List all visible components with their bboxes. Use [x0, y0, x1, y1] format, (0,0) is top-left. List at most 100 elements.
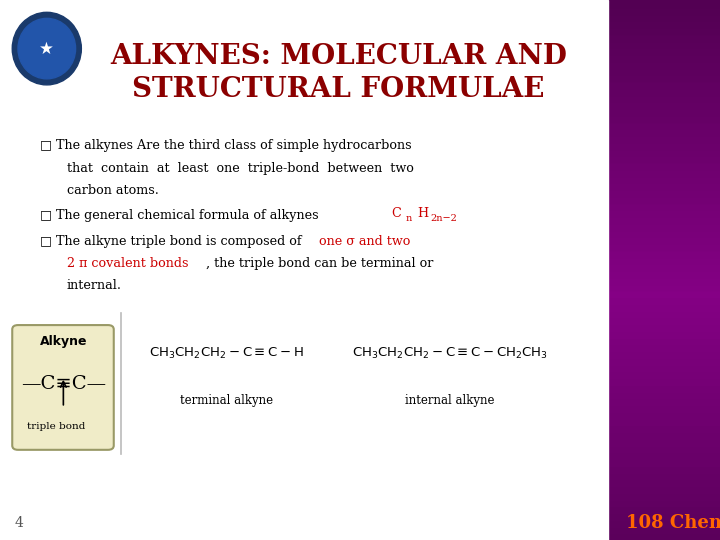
- Bar: [608, 176, 720, 183]
- Bar: [608, 94, 720, 102]
- Bar: [608, 480, 720, 486]
- FancyBboxPatch shape: [12, 325, 114, 450]
- Bar: [608, 0, 720, 6]
- Bar: [608, 141, 720, 149]
- Bar: [608, 148, 720, 156]
- Bar: [608, 195, 720, 202]
- Bar: [608, 372, 720, 378]
- Bar: [608, 351, 720, 357]
- Bar: [608, 526, 720, 534]
- Text: ★: ★: [40, 39, 54, 58]
- Text: carbon atoms.: carbon atoms.: [67, 184, 159, 197]
- Bar: [608, 297, 720, 303]
- Text: □ The general chemical formula of alkynes: □ The general chemical formula of alkyne…: [40, 210, 323, 222]
- Bar: [608, 230, 720, 237]
- Bar: [608, 399, 720, 405]
- Bar: [608, 74, 720, 81]
- Bar: [608, 202, 720, 209]
- Bar: [608, 500, 720, 507]
- Text: □ The alkynes Are the third class of simple hydrocarbons: □ The alkynes Are the third class of sim…: [40, 139, 411, 152]
- Bar: [608, 453, 720, 459]
- Bar: [608, 60, 720, 68]
- Bar: [608, 378, 720, 384]
- Bar: [608, 330, 720, 338]
- Bar: [608, 270, 720, 276]
- Bar: [608, 338, 720, 345]
- Bar: [608, 418, 720, 426]
- Bar: [608, 162, 720, 168]
- Bar: [608, 384, 720, 391]
- Circle shape: [12, 12, 81, 85]
- Bar: [608, 6, 720, 14]
- Bar: [608, 432, 720, 438]
- Bar: [608, 183, 720, 189]
- Bar: [608, 472, 720, 480]
- Bar: [608, 303, 720, 310]
- Bar: [608, 27, 720, 33]
- Bar: [608, 115, 720, 122]
- Bar: [608, 20, 720, 27]
- Bar: [608, 33, 720, 40]
- Circle shape: [18, 18, 76, 79]
- Bar: [608, 263, 720, 270]
- Bar: [0, 0, 608, 540]
- Bar: [608, 168, 720, 176]
- Bar: [608, 237, 720, 243]
- Bar: [608, 486, 720, 492]
- Text: STRUCTURAL FORMULAE: STRUCTURAL FORMULAE: [132, 76, 544, 103]
- Text: □ The alkyne triple bond is composed of: □ The alkyne triple bond is composed of: [40, 235, 305, 248]
- Bar: [608, 209, 720, 216]
- Text: triple bond: triple bond: [27, 422, 86, 431]
- Bar: [608, 47, 720, 54]
- Bar: [608, 513, 720, 519]
- Bar: [608, 345, 720, 351]
- Text: 2 π covalent bonds: 2 π covalent bonds: [67, 257, 189, 270]
- Bar: [608, 438, 720, 445]
- Bar: [608, 243, 720, 249]
- Bar: [608, 364, 720, 372]
- Text: $\mathregular{CH_3CH_2CH_2-C{\equiv}C-CH_2CH_3}$: $\mathregular{CH_3CH_2CH_2-C{\equiv}C-CH…: [352, 346, 548, 361]
- Bar: [608, 135, 720, 141]
- Text: ALKYNES: MOLECULAR AND: ALKYNES: MOLECULAR AND: [110, 43, 567, 70]
- Text: 108 Chem: 108 Chem: [626, 514, 720, 532]
- Bar: [608, 128, 720, 135]
- Bar: [608, 222, 720, 230]
- Text: n: n: [405, 214, 412, 222]
- Text: $\mathregular{CH_3CH_2CH_2-C{\equiv}C-H}$: $\mathregular{CH_3CH_2CH_2-C{\equiv}C-H}…: [150, 346, 304, 361]
- Text: —C≡C—: —C≡C—: [21, 375, 106, 394]
- Bar: [608, 318, 720, 324]
- Bar: [608, 465, 720, 472]
- Text: internal alkyne: internal alkyne: [405, 394, 495, 407]
- Bar: [608, 102, 720, 108]
- Bar: [608, 155, 720, 162]
- Text: 2n−2: 2n−2: [431, 214, 457, 222]
- Bar: [608, 108, 720, 115]
- Text: terminal alkyne: terminal alkyne: [180, 394, 274, 407]
- Bar: [608, 87, 720, 94]
- Bar: [608, 291, 720, 297]
- Bar: [608, 256, 720, 263]
- Bar: [608, 14, 720, 20]
- Bar: [608, 122, 720, 128]
- Bar: [608, 519, 720, 526]
- Bar: [608, 492, 720, 500]
- Bar: [608, 40, 720, 47]
- Bar: [608, 324, 720, 330]
- Text: 4: 4: [14, 516, 23, 530]
- Bar: [608, 68, 720, 74]
- Bar: [608, 459, 720, 465]
- Text: , the triple bond can be terminal or: , the triple bond can be terminal or: [206, 257, 433, 270]
- Bar: [608, 405, 720, 411]
- Bar: [608, 411, 720, 418]
- Bar: [608, 216, 720, 222]
- Bar: [608, 357, 720, 364]
- Bar: [608, 249, 720, 256]
- Bar: [608, 276, 720, 284]
- Bar: [608, 54, 720, 60]
- Bar: [608, 534, 720, 540]
- Bar: [608, 189, 720, 195]
- Text: internal.: internal.: [67, 279, 122, 292]
- Bar: [608, 426, 720, 432]
- Text: Alkyne: Alkyne: [40, 335, 87, 348]
- Text: C: C: [391, 207, 401, 220]
